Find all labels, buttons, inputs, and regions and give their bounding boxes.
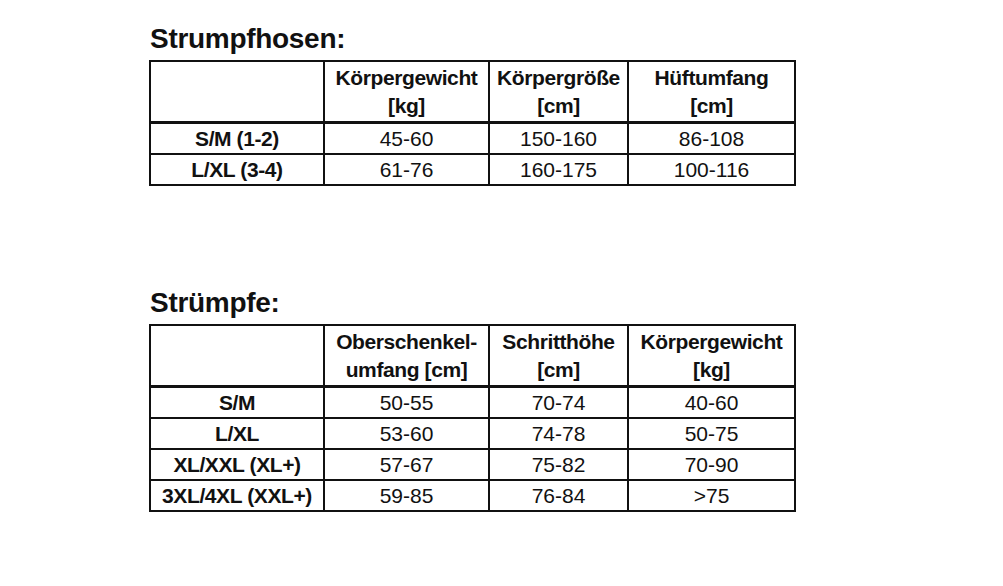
header-cell-koerpergewicht: Körpergewicht [kg] — [324, 61, 489, 123]
table-row: L/XL 53-60 74-78 50-75 — [150, 418, 795, 449]
struempfe-section: Strümpfe: Oberschenkel- umfang [cm] Schr… — [149, 286, 796, 512]
cell-value: >75 — [628, 480, 795, 511]
cell-value: 53-60 — [324, 418, 489, 449]
row-label: S/M (1-2) — [150, 123, 324, 155]
header-cell-empty — [150, 325, 324, 387]
strumpfhosen-section: Strumpfhosen: Körpergewicht [kg] Körperg… — [149, 22, 796, 186]
cell-value: 57-67 — [324, 449, 489, 480]
table-row: 3XL/4XL (XXL+) 59-85 76-84 >75 — [150, 480, 795, 511]
cell-value: 40-60 — [628, 387, 795, 419]
header-row: Oberschenkel- umfang [cm] Schritthöhe [c… — [150, 325, 795, 387]
cell-value: 70-90 — [628, 449, 795, 480]
row-label: L/XL — [150, 418, 324, 449]
row-label: 3XL/4XL (XXL+) — [150, 480, 324, 511]
header-line1: Schritthöhe — [490, 328, 627, 356]
cell-value: 59-85 — [324, 480, 489, 511]
cell-value: 45-60 — [324, 123, 489, 155]
header-line2: [kg] — [325, 92, 488, 120]
header-line1: Körpergewicht — [325, 64, 488, 92]
strumpfhosen-title: Strumpfhosen: — [150, 22, 796, 56]
header-cell-empty — [150, 61, 324, 123]
header-row: Körpergewicht [kg] Körpergröße [cm] Hüft… — [150, 61, 795, 123]
header-cell-koerpergewicht: Körpergewicht [kg] — [628, 325, 795, 387]
size-chart-page: Strumpfhosen: Körpergewicht [kg] Körperg… — [0, 0, 1003, 586]
row-label: L/XL (3-4) — [150, 154, 324, 185]
header-line1: Oberschenkel- — [325, 328, 488, 356]
header-line1: Körpergröße — [490, 64, 627, 92]
cell-value: 160-175 — [489, 154, 628, 185]
header-cell-koerpergroesse: Körpergröße [cm] — [489, 61, 628, 123]
cell-value: 50-75 — [628, 418, 795, 449]
cell-value: 86-108 — [628, 123, 795, 155]
cell-value: 70-74 — [489, 387, 628, 419]
cell-value: 75-82 — [489, 449, 628, 480]
header-line2: [cm] — [490, 92, 627, 120]
cell-value: 74-78 — [489, 418, 628, 449]
cell-value: 50-55 — [324, 387, 489, 419]
cell-value: 100-116 — [628, 154, 795, 185]
table-row: XL/XXL (XL+) 57-67 75-82 70-90 — [150, 449, 795, 480]
row-label: S/M — [150, 387, 324, 419]
table-row: L/XL (3-4) 61-76 160-175 100-116 — [150, 154, 795, 185]
header-line2: [cm] — [490, 356, 627, 384]
table-row: S/M (1-2) 45-60 150-160 86-108 — [150, 123, 795, 155]
table-row: S/M 50-55 70-74 40-60 — [150, 387, 795, 419]
row-label: XL/XXL (XL+) — [150, 449, 324, 480]
cell-value: 150-160 — [489, 123, 628, 155]
cell-value: 61-76 — [324, 154, 489, 185]
header-line1: Hüftumfang — [629, 64, 794, 92]
header-cell-schritthoehe: Schritthöhe [cm] — [489, 325, 628, 387]
header-line2: umfang [cm] — [325, 356, 488, 384]
header-cell-oberschenkelumfang: Oberschenkel- umfang [cm] — [324, 325, 489, 387]
struempfe-title: Strümpfe: — [150, 286, 796, 320]
header-line2: [kg] — [629, 356, 794, 384]
header-line2: [cm] — [629, 92, 794, 120]
header-cell-hueftumfang: Hüftumfang [cm] — [628, 61, 795, 123]
struempfe-table: Oberschenkel- umfang [cm] Schritthöhe [c… — [149, 324, 796, 512]
header-line1: Körpergewicht — [629, 328, 794, 356]
cell-value: 76-84 — [489, 480, 628, 511]
strumpfhosen-table: Körpergewicht [kg] Körpergröße [cm] Hüft… — [149, 60, 796, 186]
